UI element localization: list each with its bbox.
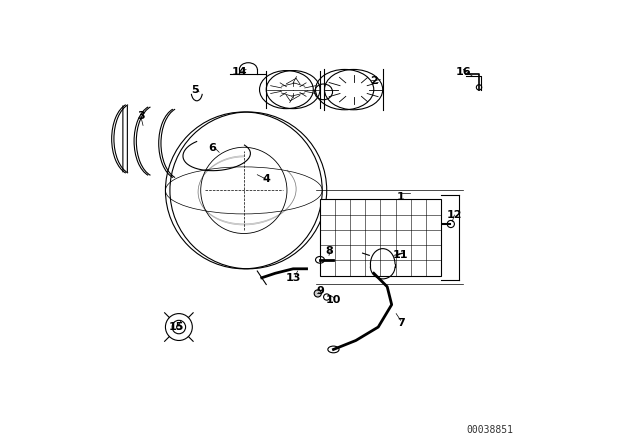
Text: 10: 10 <box>326 295 341 305</box>
Text: 00038851: 00038851 <box>467 425 514 435</box>
Text: 1: 1 <box>397 192 404 202</box>
Text: 13: 13 <box>285 273 301 283</box>
Text: 6: 6 <box>209 143 216 153</box>
Bar <box>320 199 441 276</box>
Text: 9: 9 <box>316 286 324 296</box>
Text: 3: 3 <box>137 112 145 121</box>
Text: 2: 2 <box>370 76 378 86</box>
Text: 5: 5 <box>191 85 198 95</box>
Text: 12: 12 <box>447 210 462 220</box>
Text: 11: 11 <box>393 250 408 260</box>
Text: 4: 4 <box>262 174 270 184</box>
Text: 14: 14 <box>232 67 247 77</box>
Text: 7: 7 <box>397 318 404 327</box>
Text: 16: 16 <box>456 67 471 77</box>
Text: 8: 8 <box>325 246 333 256</box>
Text: 15: 15 <box>169 322 184 332</box>
Circle shape <box>314 290 321 297</box>
